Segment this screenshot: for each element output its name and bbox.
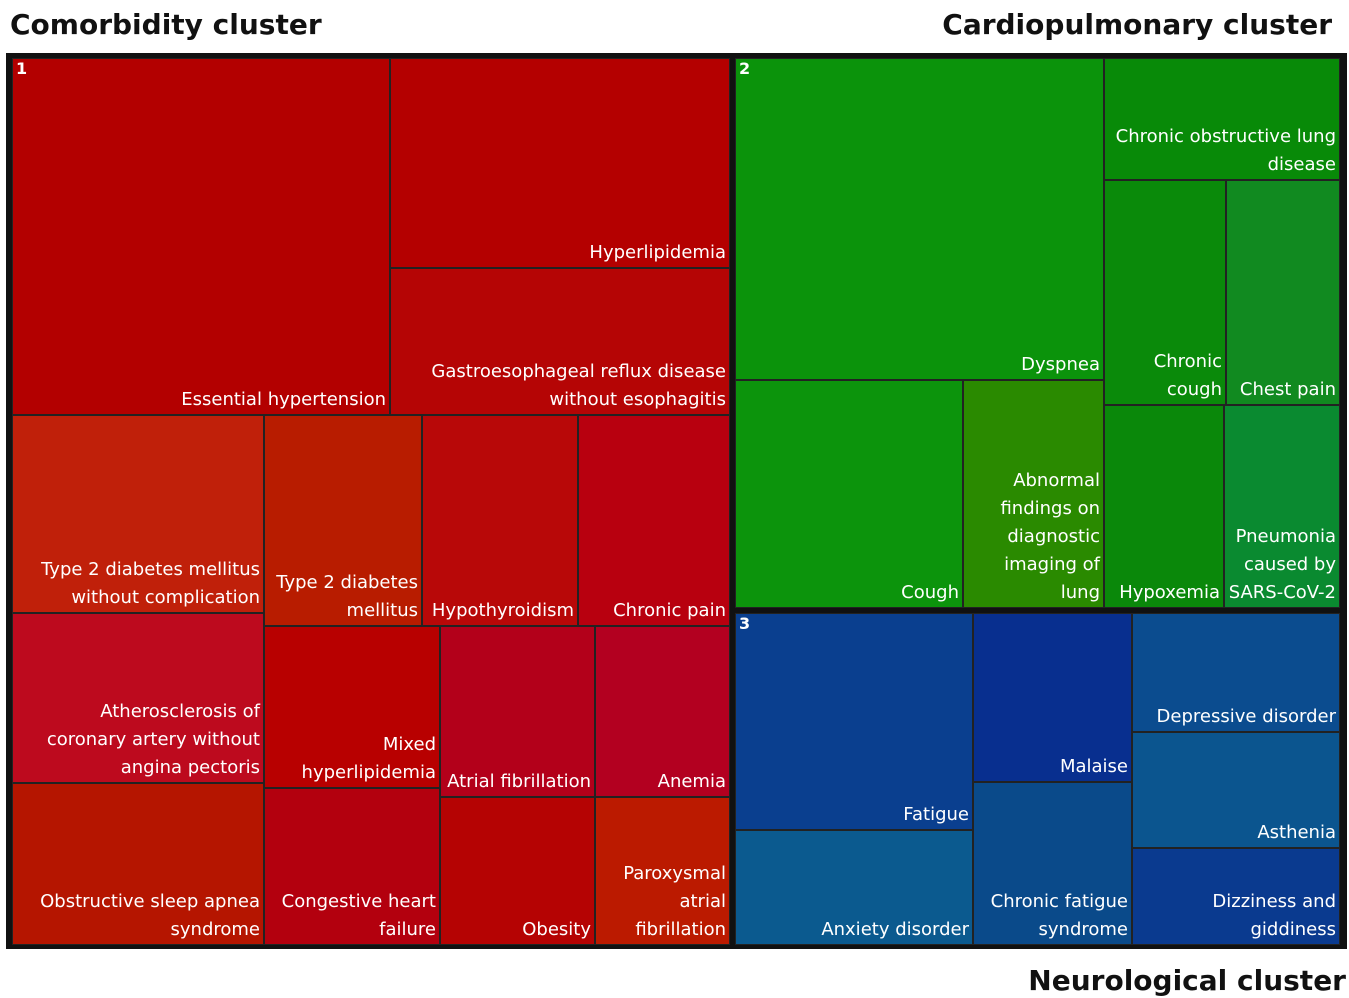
tile-label: Chronic cough xyxy=(1153,351,1222,400)
tile-label: Dyspnea xyxy=(1021,354,1100,375)
tile-label: Essential hypertension xyxy=(181,389,386,410)
tile: Obesity xyxy=(440,797,595,945)
tile: Hypothyroidism xyxy=(422,415,578,626)
tile: Mixed hyperlipidemia xyxy=(264,626,440,788)
tile: Type 2 diabetes mellitus xyxy=(264,415,422,626)
tile: Abnormal findings on diagnostic imaging … xyxy=(963,380,1104,608)
cluster-number: 2 xyxy=(739,59,751,78)
tile: Gastroesophageal reflux disease without … xyxy=(390,268,730,415)
tile-label: Dizziness and giddiness xyxy=(1212,891,1336,940)
tile-label: Pneumonia caused by SARS-CoV-2 xyxy=(1228,526,1336,603)
tile-label: Atrial fibrillation xyxy=(447,771,591,792)
tile-label: Anxiety disorder xyxy=(821,919,969,940)
tile: Anxiety disorder xyxy=(735,830,973,945)
tile-label: Malaise xyxy=(1059,756,1128,777)
tile: Depressive disorder xyxy=(1132,613,1340,732)
tile-label: Atherosclerosis of coronary artery witho… xyxy=(46,701,260,778)
tile: Chronic cough xyxy=(1104,180,1226,405)
cluster-number: 3 xyxy=(739,614,751,633)
tile-label: Type 2 diabetes mellitus xyxy=(276,572,418,621)
tile: Paroxysmal atrial fibrillation xyxy=(595,797,730,945)
tile: Essential hypertension xyxy=(12,58,390,415)
tile: Atherosclerosis of coronary artery witho… xyxy=(12,613,264,783)
tile-label: Cough xyxy=(901,582,959,603)
tile-label: Obstructive sleep apnea syndrome xyxy=(40,891,260,940)
tile: Fatigue xyxy=(735,613,973,830)
tile-label: Hypothyroidism xyxy=(431,600,574,621)
tile-label: Mixed hyperlipidemia xyxy=(301,734,436,783)
tile-label: Paroxysmal atrial fibrillation xyxy=(623,863,726,940)
tile-label: Gastroesophageal reflux disease without … xyxy=(431,361,726,410)
tile-label: Fatigue xyxy=(903,804,969,825)
cluster-title: Neurological cluster xyxy=(1028,964,1346,997)
tile: Asthenia xyxy=(1132,732,1340,848)
tile-label: Congestive heart failure xyxy=(281,891,436,940)
tile-label: Chest pain xyxy=(1239,379,1336,400)
tile-label: Abnormal findings on diagnostic imaging … xyxy=(1000,470,1100,603)
tile-label: Type 2 diabetes mellitus without complic… xyxy=(41,559,260,608)
tile-label: Asthenia xyxy=(1257,822,1336,843)
tile: Pneumonia caused by SARS-CoV-2 xyxy=(1224,405,1340,608)
tile: Anemia xyxy=(595,626,730,797)
tile: Cough xyxy=(735,380,963,608)
tile: Atrial fibrillation xyxy=(440,626,595,797)
tile: Hypoxemia xyxy=(1104,405,1224,608)
tile-label: Anemia xyxy=(657,771,726,792)
tile: Chronic fatigue syndrome xyxy=(973,782,1132,945)
tile-label: Chronic obstructive lung disease xyxy=(1115,126,1336,175)
cluster-title: Cardiopulmonary cluster xyxy=(942,8,1332,41)
cluster-title: Comorbidity cluster xyxy=(10,8,322,41)
tile-label: Hypoxemia xyxy=(1119,582,1220,603)
tile: Dyspnea xyxy=(735,58,1104,380)
tile-label: Depressive disorder xyxy=(1156,706,1336,727)
tile-label: Obesity xyxy=(522,919,591,940)
tile: Obstructive sleep apnea syndrome xyxy=(12,783,264,945)
tile: Chronic pain xyxy=(578,415,730,626)
cluster-number: 1 xyxy=(16,59,28,78)
tile: Chest pain xyxy=(1226,180,1340,405)
tile: Type 2 diabetes mellitus without complic… xyxy=(12,415,264,613)
tile: Congestive heart failure xyxy=(264,788,440,945)
tile: Chronic obstructive lung disease xyxy=(1104,58,1340,180)
tile: Malaise xyxy=(973,613,1132,782)
tile: Hyperlipidemia xyxy=(390,58,730,268)
tile-label: Hyperlipidemia xyxy=(589,242,726,263)
treemap: Essential hypertension Hyperlipidemia Gast… xyxy=(6,53,1347,949)
tile-label: Chronic pain xyxy=(613,600,726,621)
tile-label: Chronic fatigue syndrome xyxy=(990,891,1128,940)
tile: Dizziness and giddiness xyxy=(1132,848,1340,945)
